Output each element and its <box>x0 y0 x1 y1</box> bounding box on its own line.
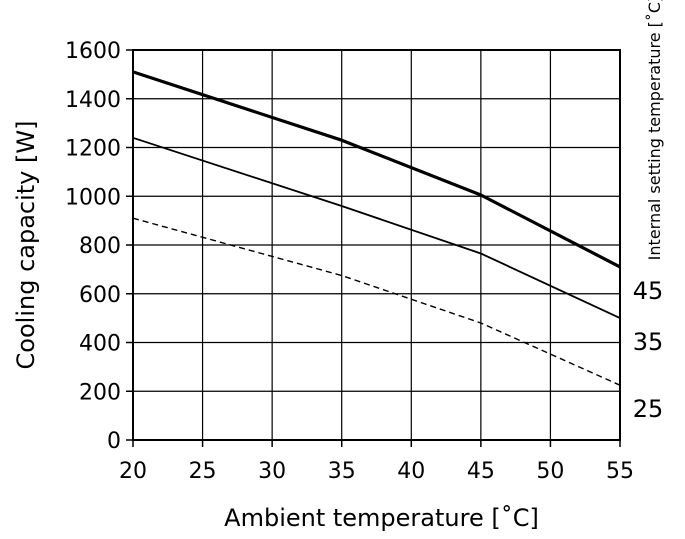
x-tick-label: 25 <box>189 459 217 484</box>
x-tick-label: 45 <box>467 459 495 484</box>
x-tick-label: 30 <box>258 459 286 484</box>
secondary-axis-title: Internal setting temperature [˚C] <box>645 0 664 260</box>
series-line-25 <box>132 217 621 386</box>
grid-lines <box>133 50 620 440</box>
tick-marks <box>126 49 621 447</box>
series-lines <box>132 70 621 386</box>
x-tick-label: 20 <box>119 459 147 484</box>
series-line-45 <box>132 70 621 269</box>
x-tick-label: 50 <box>536 459 564 484</box>
series-label-25: 25 <box>633 395 664 423</box>
y-axis-title: Cooling capacity [W] <box>12 121 40 370</box>
y-tick-labels: 0 200 400 600 800 1000 1200 1400 1600 <box>65 39 121 454</box>
x-tick-label: 55 <box>606 459 634 484</box>
series-label-45: 45 <box>633 277 664 305</box>
y-tick-label: 1400 <box>65 88 121 113</box>
x-tick-label: 35 <box>328 459 356 484</box>
y-tick-label: 400 <box>79 332 121 357</box>
series-label-35: 35 <box>633 328 664 356</box>
y-tick-label: 1200 <box>65 137 121 162</box>
y-tick-label: 1600 <box>65 39 121 64</box>
y-tick-label: 0 <box>107 429 121 454</box>
series-line-35 <box>132 136 621 319</box>
y-tick-label: 1000 <box>65 185 121 210</box>
y-tick-label: 600 <box>79 283 121 308</box>
y-tick-label: 800 <box>79 234 121 259</box>
x-tick-labels: 20 25 30 35 40 45 50 55 <box>119 459 634 484</box>
x-axis-title: Ambient temperature [˚C] <box>224 504 539 532</box>
y-tick-label: 200 <box>79 380 121 405</box>
series-end-labels: 45 35 25 <box>633 277 664 423</box>
x-tick-label: 40 <box>397 459 425 484</box>
